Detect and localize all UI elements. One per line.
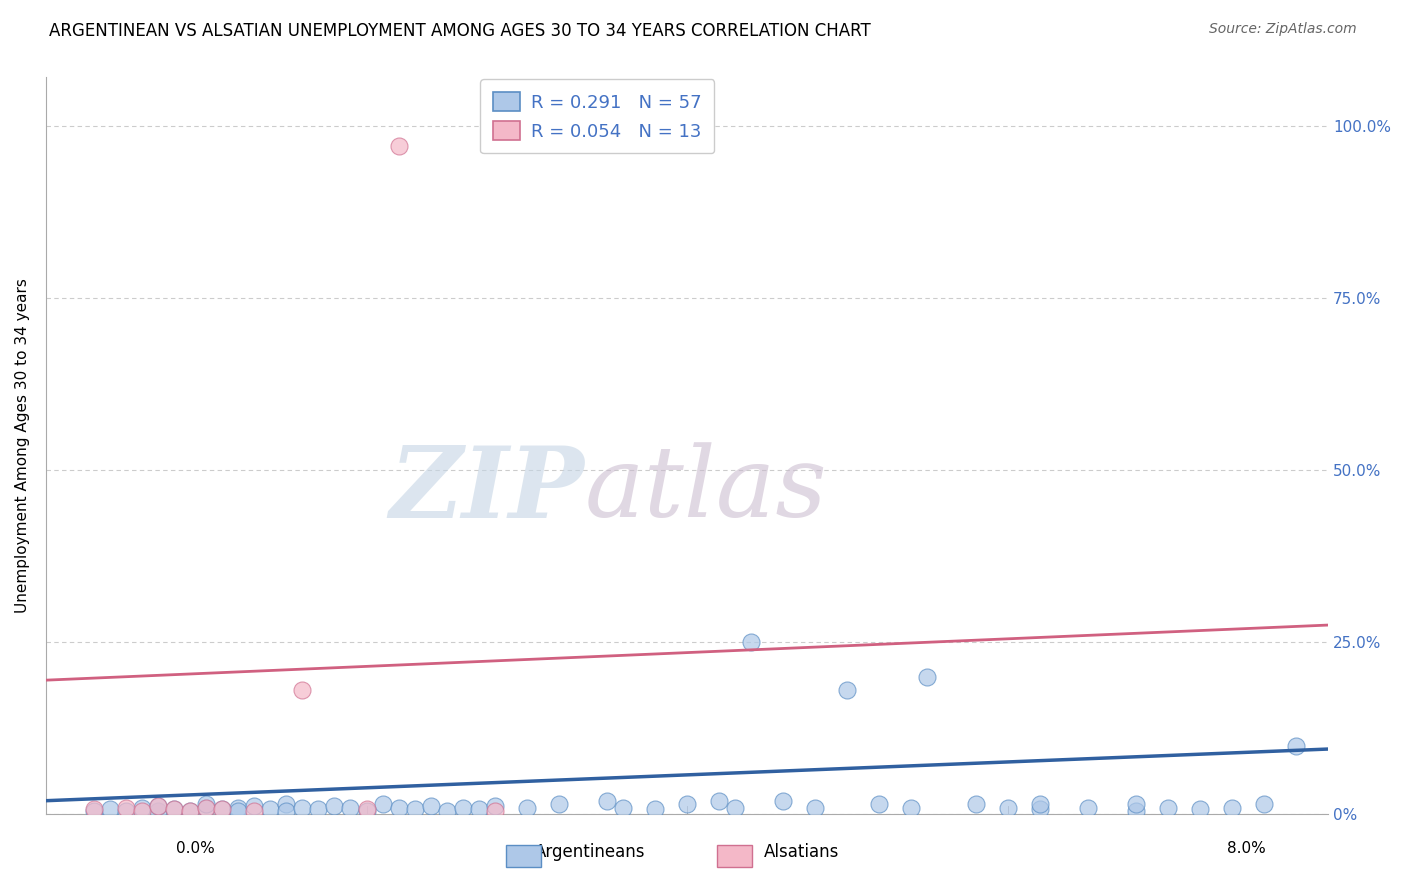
Text: Source: ZipAtlas.com: Source: ZipAtlas.com	[1209, 22, 1357, 37]
Point	[740, 635, 762, 649]
Point	[516, 800, 538, 814]
Point	[644, 802, 666, 816]
Point	[387, 139, 409, 153]
Point	[131, 804, 153, 818]
Point	[226, 804, 249, 818]
Point	[1188, 802, 1211, 816]
Text: 0.0%: 0.0%	[176, 841, 215, 856]
Point	[98, 802, 121, 816]
Point	[83, 802, 105, 816]
Point	[163, 802, 186, 816]
Point	[291, 800, 314, 814]
Point	[1125, 804, 1147, 818]
Point	[179, 804, 201, 818]
Point	[211, 802, 233, 816]
Point	[404, 802, 426, 816]
Text: ZIP: ZIP	[389, 442, 585, 539]
Point	[917, 670, 939, 684]
Point	[707, 794, 730, 808]
Text: Alsatians: Alsatians	[763, 843, 839, 861]
Point	[387, 800, 409, 814]
Legend: R = 0.291   N = 57, R = 0.054   N = 13: R = 0.291 N = 57, R = 0.054 N = 13	[481, 79, 714, 153]
Point	[356, 802, 378, 816]
Point	[451, 800, 474, 814]
Point	[965, 797, 987, 812]
Point	[146, 799, 169, 814]
Point	[837, 683, 859, 698]
Point	[547, 797, 569, 812]
Point	[146, 804, 169, 818]
Point	[259, 802, 281, 816]
Point	[484, 804, 506, 818]
Point	[1157, 800, 1180, 814]
Text: ARGENTINEAN VS ALSATIAN UNEMPLOYMENT AMONG AGES 30 TO 34 YEARS CORRELATION CHART: ARGENTINEAN VS ALSATIAN UNEMPLOYMENT AMO…	[49, 22, 870, 40]
Point	[436, 804, 458, 818]
Point	[612, 800, 634, 814]
Point	[900, 800, 922, 814]
Point	[339, 800, 361, 814]
Y-axis label: Unemployment Among Ages 30 to 34 years: Unemployment Among Ages 30 to 34 years	[15, 278, 30, 614]
Point	[131, 800, 153, 814]
Text: 8.0%: 8.0%	[1226, 841, 1265, 856]
Point	[307, 802, 329, 816]
Point	[163, 802, 186, 816]
Point	[115, 800, 138, 814]
Point	[211, 802, 233, 816]
Point	[676, 797, 699, 812]
Point	[226, 800, 249, 814]
Point	[323, 799, 346, 814]
Point	[1285, 739, 1308, 753]
Point	[1125, 797, 1147, 812]
Text: atlas: atlas	[585, 442, 827, 538]
Point	[596, 794, 619, 808]
Point	[1028, 802, 1050, 816]
Point	[997, 800, 1019, 814]
Point	[243, 799, 266, 814]
Point	[484, 799, 506, 814]
Point	[195, 800, 218, 814]
Point	[146, 799, 169, 814]
Point	[243, 804, 266, 818]
Point	[1077, 800, 1099, 814]
Point	[724, 800, 747, 814]
Point	[83, 804, 105, 818]
Point	[1028, 797, 1050, 812]
Point	[195, 800, 218, 814]
Text: Argentineans: Argentineans	[536, 843, 645, 861]
Point	[419, 799, 441, 814]
Point	[1253, 797, 1275, 812]
Point	[868, 797, 890, 812]
Point	[276, 804, 298, 818]
Point	[291, 683, 314, 698]
Point	[772, 794, 794, 808]
Point	[276, 797, 298, 812]
Point	[195, 797, 218, 812]
Point	[804, 800, 827, 814]
Point	[467, 802, 489, 816]
Point	[115, 804, 138, 818]
Point	[371, 797, 394, 812]
Point	[356, 804, 378, 818]
Point	[179, 804, 201, 818]
Point	[1220, 800, 1243, 814]
